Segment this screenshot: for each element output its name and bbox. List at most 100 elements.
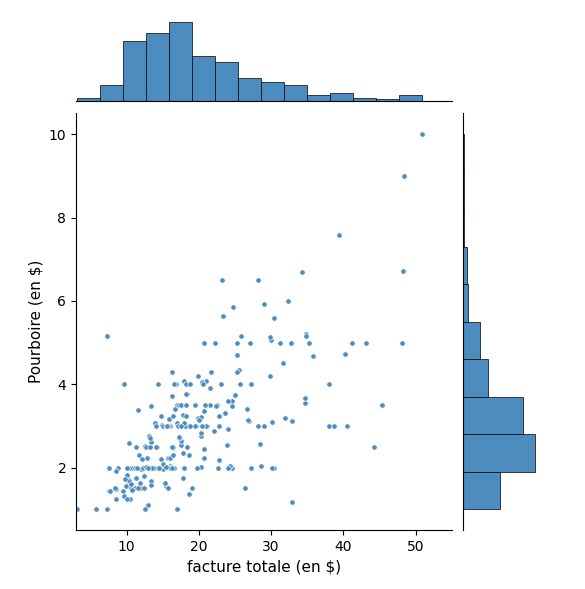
Point	[153, 442, 162, 452]
Point	[232, 368, 241, 377]
Point	[199, 453, 209, 462]
Point	[214, 421, 223, 431]
Point	[156, 455, 166, 464]
Point	[161, 462, 171, 471]
Point	[174, 432, 184, 442]
Bar	[463, 472, 500, 509]
Bar	[463, 322, 480, 359]
Point	[361, 338, 370, 348]
Point	[161, 421, 170, 431]
Point	[131, 473, 140, 482]
Bar	[463, 397, 523, 434]
Point	[150, 419, 160, 428]
Point	[343, 421, 352, 431]
Point	[205, 401, 215, 410]
Point	[177, 436, 186, 446]
Point	[167, 463, 177, 472]
Point	[161, 481, 170, 490]
Point	[195, 415, 204, 425]
Point	[181, 411, 191, 420]
Point	[106, 487, 115, 496]
Point	[255, 439, 264, 449]
Point	[188, 484, 197, 493]
Point	[175, 401, 184, 410]
Point	[144, 463, 153, 472]
Bar	[463, 284, 467, 322]
Point	[340, 349, 349, 359]
Point	[130, 484, 140, 493]
Point	[212, 401, 222, 410]
Point	[370, 442, 379, 452]
Point	[225, 462, 235, 471]
Point	[179, 376, 188, 386]
Point	[172, 418, 181, 428]
Bar	[463, 134, 464, 172]
Point	[217, 276, 226, 285]
Point	[142, 462, 151, 472]
Point	[214, 463, 223, 472]
Point	[123, 463, 132, 472]
Point	[168, 442, 178, 452]
Point	[240, 484, 250, 493]
Point	[185, 379, 194, 389]
Point	[259, 421, 269, 431]
Point	[125, 477, 134, 487]
Point	[197, 412, 206, 422]
Point	[119, 486, 128, 495]
Point	[102, 505, 111, 514]
Point	[125, 477, 134, 486]
Point	[287, 416, 297, 426]
Point	[201, 376, 210, 386]
Point	[120, 491, 129, 501]
Point	[308, 352, 318, 361]
Point	[199, 444, 208, 454]
Point	[183, 421, 192, 431]
Point	[223, 396, 233, 406]
Point	[205, 383, 215, 392]
Point	[142, 463, 151, 472]
Point	[159, 465, 168, 474]
Point	[169, 463, 178, 472]
Bar	[168, 22, 191, 101]
Bar	[376, 100, 398, 101]
Point	[144, 463, 154, 472]
Point	[146, 438, 156, 447]
Point	[191, 400, 200, 409]
Point	[134, 450, 143, 459]
Point	[164, 454, 173, 463]
Point	[209, 426, 219, 436]
Point	[184, 489, 194, 499]
Point	[266, 335, 276, 345]
Bar	[215, 62, 238, 101]
Point	[176, 421, 185, 431]
Point	[161, 478, 170, 487]
Point	[253, 421, 263, 431]
Bar	[307, 94, 329, 101]
Point	[122, 481, 131, 491]
Point	[138, 463, 147, 472]
Point	[180, 421, 190, 431]
Point	[164, 415, 173, 424]
Point	[207, 367, 216, 376]
Point	[170, 405, 180, 414]
Point	[141, 442, 150, 452]
Point	[182, 389, 191, 399]
Point	[121, 474, 130, 484]
Point	[173, 421, 183, 431]
Point	[137, 484, 146, 493]
Point	[139, 471, 149, 481]
Point	[198, 377, 207, 386]
Point	[185, 450, 194, 459]
Point	[398, 266, 408, 275]
Point	[279, 359, 288, 368]
Point	[335, 230, 344, 240]
Point	[140, 442, 150, 452]
Point	[247, 379, 256, 389]
Bar	[398, 94, 422, 101]
Point	[218, 311, 228, 320]
Point	[192, 463, 202, 472]
Point	[126, 479, 136, 488]
Point	[236, 379, 245, 389]
Point	[377, 401, 387, 410]
Point	[158, 459, 167, 469]
